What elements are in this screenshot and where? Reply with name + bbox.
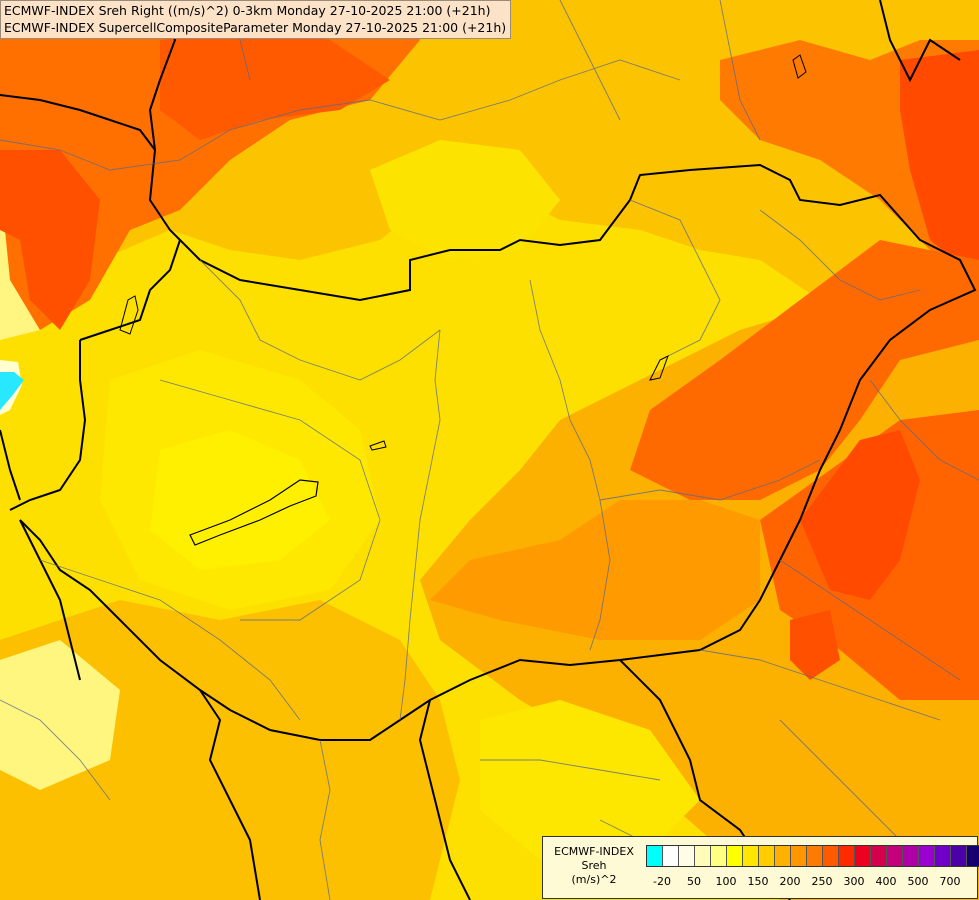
field-pale-sw xyxy=(0,640,120,790)
field-orange-south xyxy=(0,600,460,900)
legend-tick-label: 200 xyxy=(779,875,801,888)
legend-tick-label: 400 xyxy=(875,875,897,888)
legend-tick-label: 50 xyxy=(687,875,701,888)
legend-swatch xyxy=(695,846,711,866)
field-darkred-east xyxy=(800,430,920,600)
legend-swatch xyxy=(791,846,807,866)
legend-swatch xyxy=(743,846,759,866)
legend-swatch xyxy=(807,846,823,866)
lake-small-ne xyxy=(792,54,807,79)
field-darkred-nw xyxy=(0,150,100,330)
legend-swatch xyxy=(855,846,871,866)
legend-swatch xyxy=(935,846,951,866)
legend-tick-label: 150 xyxy=(747,875,769,888)
field-spot-red xyxy=(790,610,840,680)
field-yellow-plain xyxy=(150,430,330,570)
color-legend: ECMWF-INDEX Sreh (m/s)^2 -20 50 100 150 200 2… xyxy=(542,836,979,899)
field-darkred-ne xyxy=(900,50,979,280)
legend-swatch xyxy=(663,846,679,866)
legend-swatch xyxy=(647,846,663,866)
legend-tick-label: 700 xyxy=(939,875,961,888)
lake-small-north xyxy=(119,295,139,335)
field-yellow-north xyxy=(370,140,560,260)
legend-unit: (m/s)^2 xyxy=(571,873,617,886)
legend-swatch xyxy=(871,846,887,866)
legend-swatch xyxy=(759,846,775,866)
legend-swatch xyxy=(887,846,903,866)
legend-swatch xyxy=(919,846,935,866)
field-darkred-nw2 xyxy=(160,30,390,140)
legend-swatch xyxy=(679,846,695,866)
legend-swatch xyxy=(823,846,839,866)
lake-balaton xyxy=(189,479,319,546)
legend-tick-label: -20 xyxy=(653,875,671,888)
legend-tick-label: 500 xyxy=(907,875,929,888)
legend-swatch xyxy=(903,846,919,866)
field-red-diagonal xyxy=(630,240,979,500)
lake-small-center xyxy=(369,440,387,451)
legend-swatch xyxy=(727,846,743,866)
legend-ticks: -20 50 100 150 200 250 300 400 500 700 xyxy=(646,875,976,889)
lake-small-east xyxy=(649,354,669,381)
legend-swatch xyxy=(951,846,967,866)
map-title-box: ECMWF-INDEX Sreh Right ((m/s)^2) 0-3km M… xyxy=(0,0,512,39)
field-yellow-se xyxy=(480,700,700,860)
legend-source: ECMWF-INDEX xyxy=(554,845,634,858)
legend-tick-label: 250 xyxy=(811,875,833,888)
field-orange-mid xyxy=(430,500,760,640)
legend-swatch xyxy=(967,846,979,866)
legend-swatch xyxy=(711,846,727,866)
map-title-line-2: ECMWF-INDEX SupercellCompositeParameter … xyxy=(4,20,507,35)
map-title-line-1: ECMWF-INDEX Sreh Right ((m/s)^2) 0-3km M… xyxy=(4,3,491,18)
legend-tick-label: 100 xyxy=(715,875,737,888)
field-cyan-w xyxy=(0,372,24,410)
legend-swatch xyxy=(775,846,791,866)
legend-variable: Sreh xyxy=(581,859,607,872)
legend-title: ECMWF-INDEX Sreh (m/s)^2 xyxy=(549,845,639,887)
legend-swatch xyxy=(839,846,855,866)
legend-swatches xyxy=(646,845,979,867)
legend-tick-label: 300 xyxy=(843,875,865,888)
